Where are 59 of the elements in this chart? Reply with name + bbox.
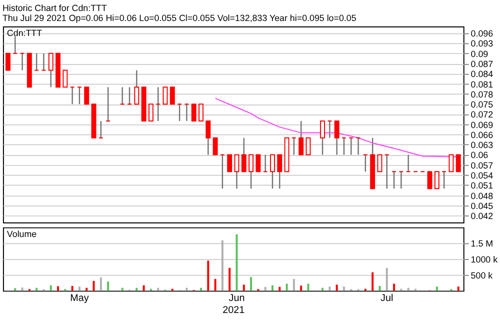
y-tick-label: 0.045: [470, 200, 494, 211]
candlestick: [248, 154, 254, 190]
y-tick-label: 0.057: [470, 160, 494, 170]
y-tick-label: 0.069: [470, 120, 494, 130]
y-tick-label: 0.075: [470, 100, 494, 110]
candlestick: [334, 120, 340, 156]
candlestick: [212, 137, 218, 156]
y-tick-label: 0.054: [470, 170, 494, 181]
candlestick: [320, 120, 326, 156]
candlestick: [277, 154, 282, 190]
y-tick-label: 0.096: [470, 28, 494, 39]
candlestick: [234, 154, 240, 190]
candlestick: [6, 52, 10, 71]
candlestick: [62, 70, 68, 88]
annotation: Volume: [6, 229, 37, 240]
candlestick: [427, 171, 432, 190]
candlestick: [270, 154, 275, 190]
y-tick-label: 0.09: [470, 48, 488, 59]
y-tick-label: 0.048: [470, 190, 494, 201]
x-tick-label: May: [70, 293, 89, 304]
annotation: Cdn:TTT: [6, 28, 43, 38]
candlestick: [191, 104, 196, 122]
candlestick: [148, 104, 154, 122]
y-tick-label: 0.081: [470, 79, 494, 90]
y-tick-label: 0.063: [470, 140, 494, 150]
candlestick: [241, 137, 246, 172]
candlestick: [434, 171, 440, 190]
candlestick: [256, 154, 261, 172]
candlestick: [48, 52, 54, 88]
y-tick-label: 0.051: [470, 180, 494, 191]
candlestick: [134, 70, 140, 105]
y-tick-label: 0.042: [470, 211, 494, 222]
candlestick: [298, 120, 304, 156]
chart-subtitle: Thu Jul 29 2021 Op=0.06 Hi=0.06 Lo=0.055 Cl=0.055 Vol=132,833 Year hi=0.095 lo=0.05: [2, 12, 356, 23]
y-tick-label: 0.078: [470, 89, 494, 100]
x-tick-label: Jul: [380, 293, 394, 304]
y-tick-label: 1000 k: [470, 254, 498, 264]
y-tick-label: 0.06: [470, 150, 488, 160]
candlestick: [162, 86, 168, 105]
candlestick: [306, 137, 311, 156]
candlestick: [84, 86, 90, 105]
x-axis-title: 2021: [222, 304, 246, 316]
candlestick: [198, 104, 204, 122]
y-tick-label: 0.093: [470, 38, 494, 49]
candlestick: [377, 154, 382, 172]
chart-title: Historic Chart for Cdn:TTT: [2, 2, 108, 13]
line-series: [214, 98, 459, 158]
x-tick-label: Jun: [228, 293, 245, 304]
candlestick: [448, 154, 454, 172]
y-tick-label: 0.066: [470, 130, 494, 140]
y-tick-label: 1.5 M: [470, 238, 494, 249]
candlestick: [227, 154, 232, 172]
candlestick: [206, 120, 211, 156]
y-tick-label: 0.072: [470, 110, 494, 120]
candlestick: [170, 86, 175, 105]
y-tick-label: 0.084: [470, 69, 494, 80]
candlestick: [456, 154, 461, 172]
y-tick-label: 500 k: [470, 270, 494, 280]
y-tick-label: 0.087: [470, 58, 494, 69]
